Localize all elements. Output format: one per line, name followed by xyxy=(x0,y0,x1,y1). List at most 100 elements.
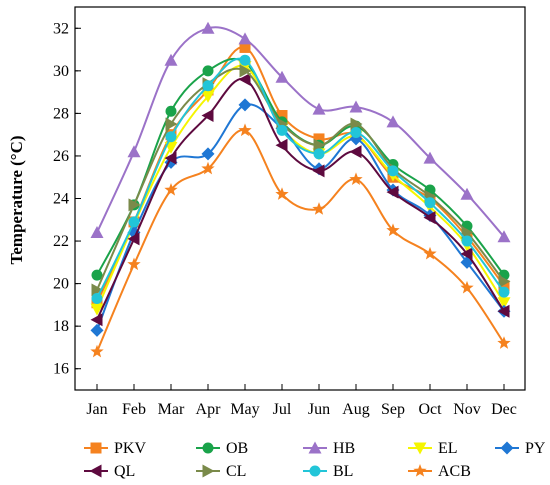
data-point-el xyxy=(90,303,104,316)
series-ql xyxy=(90,72,510,327)
data-point-cl xyxy=(91,283,104,297)
data-point-bl xyxy=(91,293,103,305)
legend: PKV OB HB EL PY QL CL BL ACB xyxy=(84,440,546,480)
data-point-hb xyxy=(275,70,289,83)
data-point-py xyxy=(238,98,252,112)
legend-item-cl: CL xyxy=(196,463,246,480)
legend-marker-py xyxy=(500,441,514,455)
legend-label-el: EL xyxy=(438,440,458,457)
y-tick-label: 28 xyxy=(53,105,69,122)
plot-frame xyxy=(74,6,526,391)
legend-item-pkv: PKV xyxy=(84,440,146,457)
data-point-acb xyxy=(423,246,437,260)
x-tick-label: Mar xyxy=(158,401,185,418)
data-point-cl xyxy=(128,198,141,212)
x-tick-label: May xyxy=(230,401,259,418)
data-point-bl xyxy=(276,124,288,136)
y-tick-label: 32 xyxy=(53,20,69,37)
legend-label-bl: BL xyxy=(333,463,353,480)
data-point-bl xyxy=(461,235,473,247)
series-line-el xyxy=(96,64,505,310)
legend-marker-pkv xyxy=(90,442,102,454)
data-point-ql xyxy=(238,72,251,86)
y-tick-label: 22 xyxy=(53,233,69,250)
legend-label-py: PY xyxy=(525,440,546,457)
y-tick-label: 16 xyxy=(53,361,69,378)
data-point-ql xyxy=(164,151,177,165)
legend-label-cl: CL xyxy=(226,463,246,480)
legend-label-pkv: PKV xyxy=(114,440,146,457)
legend-marker-hb xyxy=(308,441,322,454)
data-point-cl xyxy=(239,64,252,78)
data-point-pkv xyxy=(276,110,288,122)
data-point-bl xyxy=(313,148,325,160)
data-point-cl xyxy=(165,117,178,131)
data-point-bl xyxy=(239,54,251,66)
data-point-acb xyxy=(460,280,474,294)
legend-label-acb: ACB xyxy=(438,463,471,480)
data-point-ql xyxy=(90,313,103,327)
legend-label-ob: OB xyxy=(226,440,248,457)
data-point-hb xyxy=(164,53,178,66)
legend-marker-ql xyxy=(89,464,102,478)
data-point-hb xyxy=(460,187,474,200)
data-point-acb xyxy=(497,336,511,349)
data-point-hb xyxy=(238,32,252,45)
data-point-ql xyxy=(312,164,325,178)
data-point-bl xyxy=(350,127,362,139)
data-point-ob xyxy=(165,105,177,117)
data-point-bl xyxy=(387,165,399,177)
data-point-cl xyxy=(350,117,363,131)
data-point-acb xyxy=(238,123,252,137)
series-ob xyxy=(91,56,510,281)
legend-marker-el xyxy=(413,442,427,455)
y-tick-label: 30 xyxy=(53,63,69,80)
y-tick-label: 26 xyxy=(53,148,69,165)
y-tick-label: 18 xyxy=(53,318,69,335)
legend-item-ob: OB xyxy=(196,440,248,457)
data-point-acb xyxy=(312,202,326,215)
data-point-py xyxy=(201,147,215,161)
series-line-ql xyxy=(96,77,505,321)
x-tick-label: Sep xyxy=(381,401,405,418)
data-point-acb xyxy=(349,172,363,186)
series-acb xyxy=(90,123,511,358)
data-point-ql xyxy=(275,138,288,152)
data-point-py xyxy=(90,323,104,337)
series-hb xyxy=(90,21,511,243)
data-point-acb xyxy=(386,223,400,237)
data-point-hb xyxy=(312,102,326,115)
data-point-hb xyxy=(423,151,437,164)
x-tick-label: Dec xyxy=(491,401,517,418)
data-point-pkv xyxy=(313,133,325,145)
x-tick-label: Feb xyxy=(122,401,146,418)
data-point-el xyxy=(201,90,215,103)
data-point-ql xyxy=(460,247,473,261)
legend-label-ql: QL xyxy=(114,463,135,480)
data-point-cl xyxy=(313,138,326,152)
x-tick-label: Jun xyxy=(308,401,330,418)
x-axis: Jan Feb Mar Apr May Jul Jun Aug Sep Oct Nov Dec xyxy=(86,384,517,418)
data-point-ql xyxy=(497,304,510,318)
data-point-hb xyxy=(201,21,215,34)
series-group xyxy=(90,21,511,358)
legend-item-acb: ACB xyxy=(408,463,471,480)
y-axis-title: Temperature (°C) xyxy=(7,135,26,264)
x-tick-label: Nov xyxy=(453,401,481,418)
y-tick-label: 20 xyxy=(53,276,69,293)
legend-marker-acb xyxy=(413,464,427,477)
series-bl xyxy=(91,54,510,305)
data-point-ql xyxy=(423,211,436,225)
x-tick-label: Apr xyxy=(196,401,222,418)
data-point-hb xyxy=(127,145,141,158)
legend-marker-ob xyxy=(202,442,214,454)
data-point-bl xyxy=(424,197,436,209)
legend-label-hb: HB xyxy=(333,440,355,457)
data-point-hb xyxy=(497,230,511,243)
legend-marker-cl xyxy=(202,464,215,478)
x-tick-label: Jul xyxy=(273,401,292,418)
data-point-bl xyxy=(165,131,177,143)
data-point-bl xyxy=(202,80,214,92)
series-py xyxy=(90,98,511,337)
